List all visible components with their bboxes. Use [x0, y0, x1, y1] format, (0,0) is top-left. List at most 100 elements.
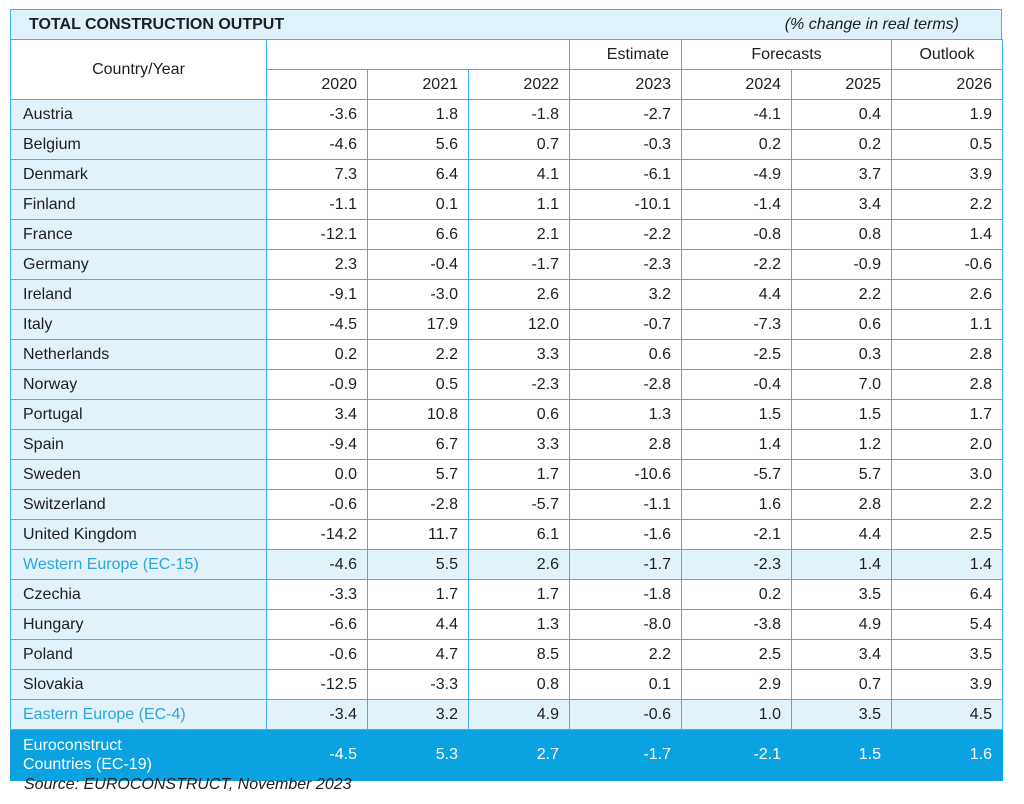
value-cell: -0.9: [266, 369, 368, 400]
table-row: Netherlands 0.2 2.2 3.3 0.6 -2.5 0.3 2.8: [10, 339, 1004, 370]
value-cell: 1.4: [891, 549, 1004, 580]
aggregate-row: Western Europe (EC-15) -4.6 5.5 2.6 -1.7 -2.3…: [10, 549, 1004, 580]
value-cell: 1.0: [681, 699, 793, 730]
value-cell: 1.6: [681, 489, 793, 520]
total-value-cell: 2.7: [467, 729, 571, 781]
value-cell: 4.4: [367, 609, 469, 640]
value-cell: -1.1: [266, 189, 368, 220]
value-cell: 2.6: [467, 279, 571, 310]
value-cell: -4.6: [266, 549, 368, 580]
value-cell: 6.6: [367, 219, 469, 250]
value-cell: 5.6: [367, 129, 469, 160]
country-name-cell: Western Europe (EC-15): [10, 549, 267, 580]
value-cell: -0.8: [681, 219, 793, 250]
value-cell: -2.8: [367, 489, 469, 520]
value-cell: -10.6: [569, 459, 683, 490]
value-cell: 0.7: [791, 669, 893, 700]
total-value-cell: 1.5: [791, 729, 893, 781]
table-row: Poland -0.6 4.7 8.5 2.2 2.5 3.4 3.5: [10, 639, 1004, 670]
country-name-cell: Eastern Europe (EC-4): [10, 699, 267, 730]
table-row: Spain -9.4 6.7 3.3 2.8 1.4 1.2 2.0: [10, 429, 1004, 460]
country-name-cell: Ireland: [10, 279, 267, 310]
value-cell: 1.8: [367, 99, 469, 130]
value-cell: 17.9: [367, 309, 469, 340]
total-name-cell: Euroconstruct Countries (EC-19): [10, 729, 267, 781]
source-note: Source: EUROCONSTRUCT, November 2023: [24, 776, 352, 793]
value-cell: 1.3: [467, 609, 571, 640]
value-cell: 0.7: [467, 129, 571, 160]
table-row: Denmark 7.3 6.4 4.1 -6.1 -4.9 3.7 3.9: [10, 159, 1004, 190]
value-cell: 6.4: [367, 159, 469, 190]
value-cell: -9.1: [266, 279, 368, 310]
value-cell: -4.9: [681, 159, 793, 190]
table-row: Finland -1.1 0.1 1.1 -10.1 -1.4 3.4 2.2: [10, 189, 1004, 220]
value-cell: 7.3: [266, 159, 368, 190]
value-cell: 3.9: [891, 669, 1004, 700]
value-cell: 1.1: [891, 309, 1004, 340]
value-cell: 2.2: [569, 639, 683, 670]
value-cell: 2.2: [791, 279, 893, 310]
value-cell: 6.1: [467, 519, 571, 550]
value-cell: -9.4: [266, 429, 368, 460]
value-cell: -0.4: [367, 249, 469, 280]
value-cell: -3.3: [367, 669, 469, 700]
country-name-cell: Switzerland: [10, 489, 267, 520]
unit-note: (% change in real terms): [784, 15, 959, 33]
value-cell: 3.4: [791, 189, 893, 220]
country-name-cell: Slovakia: [10, 669, 267, 700]
table-row: Switzerland -0.6 -2.8 -5.7 -1.1 1.6 2.8 2.2: [10, 489, 1004, 520]
value-cell: -5.7: [467, 489, 571, 520]
value-cell: -0.9: [791, 249, 893, 280]
value-cell: 2.2: [891, 189, 1004, 220]
forecasts-header: Forecasts: [681, 39, 893, 70]
value-cell: 0.6: [467, 399, 571, 430]
value-cell: 0.8: [791, 219, 893, 250]
value-cell: 0.2: [266, 339, 368, 370]
table-row: Slovakia -12.5 -3.3 0.8 0.1 2.9 0.7 3.9: [10, 669, 1004, 700]
value-cell: 0.2: [791, 129, 893, 160]
value-cell: 2.8: [569, 429, 683, 460]
value-cell: -0.7: [569, 309, 683, 340]
value-cell: 1.7: [467, 579, 571, 610]
value-cell: 2.6: [467, 549, 571, 580]
value-cell: -2.8: [569, 369, 683, 400]
table-title: TOTAL CONSTRUCTION OUTPUT: [29, 15, 285, 33]
value-cell: -6.1: [569, 159, 683, 190]
total-value-cell: -2.1: [681, 729, 793, 781]
value-cell: -3.3: [266, 579, 368, 610]
value-cell: 4.9: [467, 699, 571, 730]
value-cell: 5.4: [891, 609, 1004, 640]
value-cell: 1.7: [367, 579, 469, 610]
value-cell: 5.7: [367, 459, 469, 490]
value-cell: 2.6: [891, 279, 1004, 310]
value-cell: 0.2: [681, 129, 793, 160]
country-name-cell: France: [10, 219, 267, 250]
value-cell: -3.4: [266, 699, 368, 730]
value-cell: -2.2: [569, 219, 683, 250]
year-header-cell: 2026: [891, 69, 1004, 100]
value-cell: 1.1: [467, 189, 571, 220]
country-name-cell: United Kingdom: [10, 519, 267, 550]
value-cell: -12.5: [266, 669, 368, 700]
value-cell: 2.5: [681, 639, 793, 670]
value-cell: 1.2: [791, 429, 893, 460]
value-cell: 10.8: [367, 399, 469, 430]
value-cell: 1.3: [569, 399, 683, 430]
value-cell: -1.6: [569, 519, 683, 550]
value-cell: -4.1: [681, 99, 793, 130]
value-cell: 1.9: [891, 99, 1004, 130]
value-cell: 4.1: [467, 159, 571, 190]
table-body: Austria -3.6 1.8 -1.8 -2.7 -4.1 0.4 1.9 Belgium -…: [10, 99, 1004, 781]
total-value-cell: 1.6: [891, 729, 1004, 781]
value-cell: -1.7: [569, 549, 683, 580]
value-cell: 0.8: [467, 669, 571, 700]
value-cell: 3.3: [467, 429, 571, 460]
country-name-cell: Denmark: [10, 159, 267, 190]
value-cell: 3.3: [467, 339, 571, 370]
value-cell: 1.5: [791, 399, 893, 430]
value-cell: 2.8: [891, 339, 1004, 370]
total-value-cell: 5.3: [367, 729, 469, 781]
year-header-cell: 2023: [569, 69, 683, 100]
value-cell: -0.6: [569, 699, 683, 730]
table-row: Norway -0.9 0.5 -2.3 -2.8 -0.4 7.0 2.8: [10, 369, 1004, 400]
